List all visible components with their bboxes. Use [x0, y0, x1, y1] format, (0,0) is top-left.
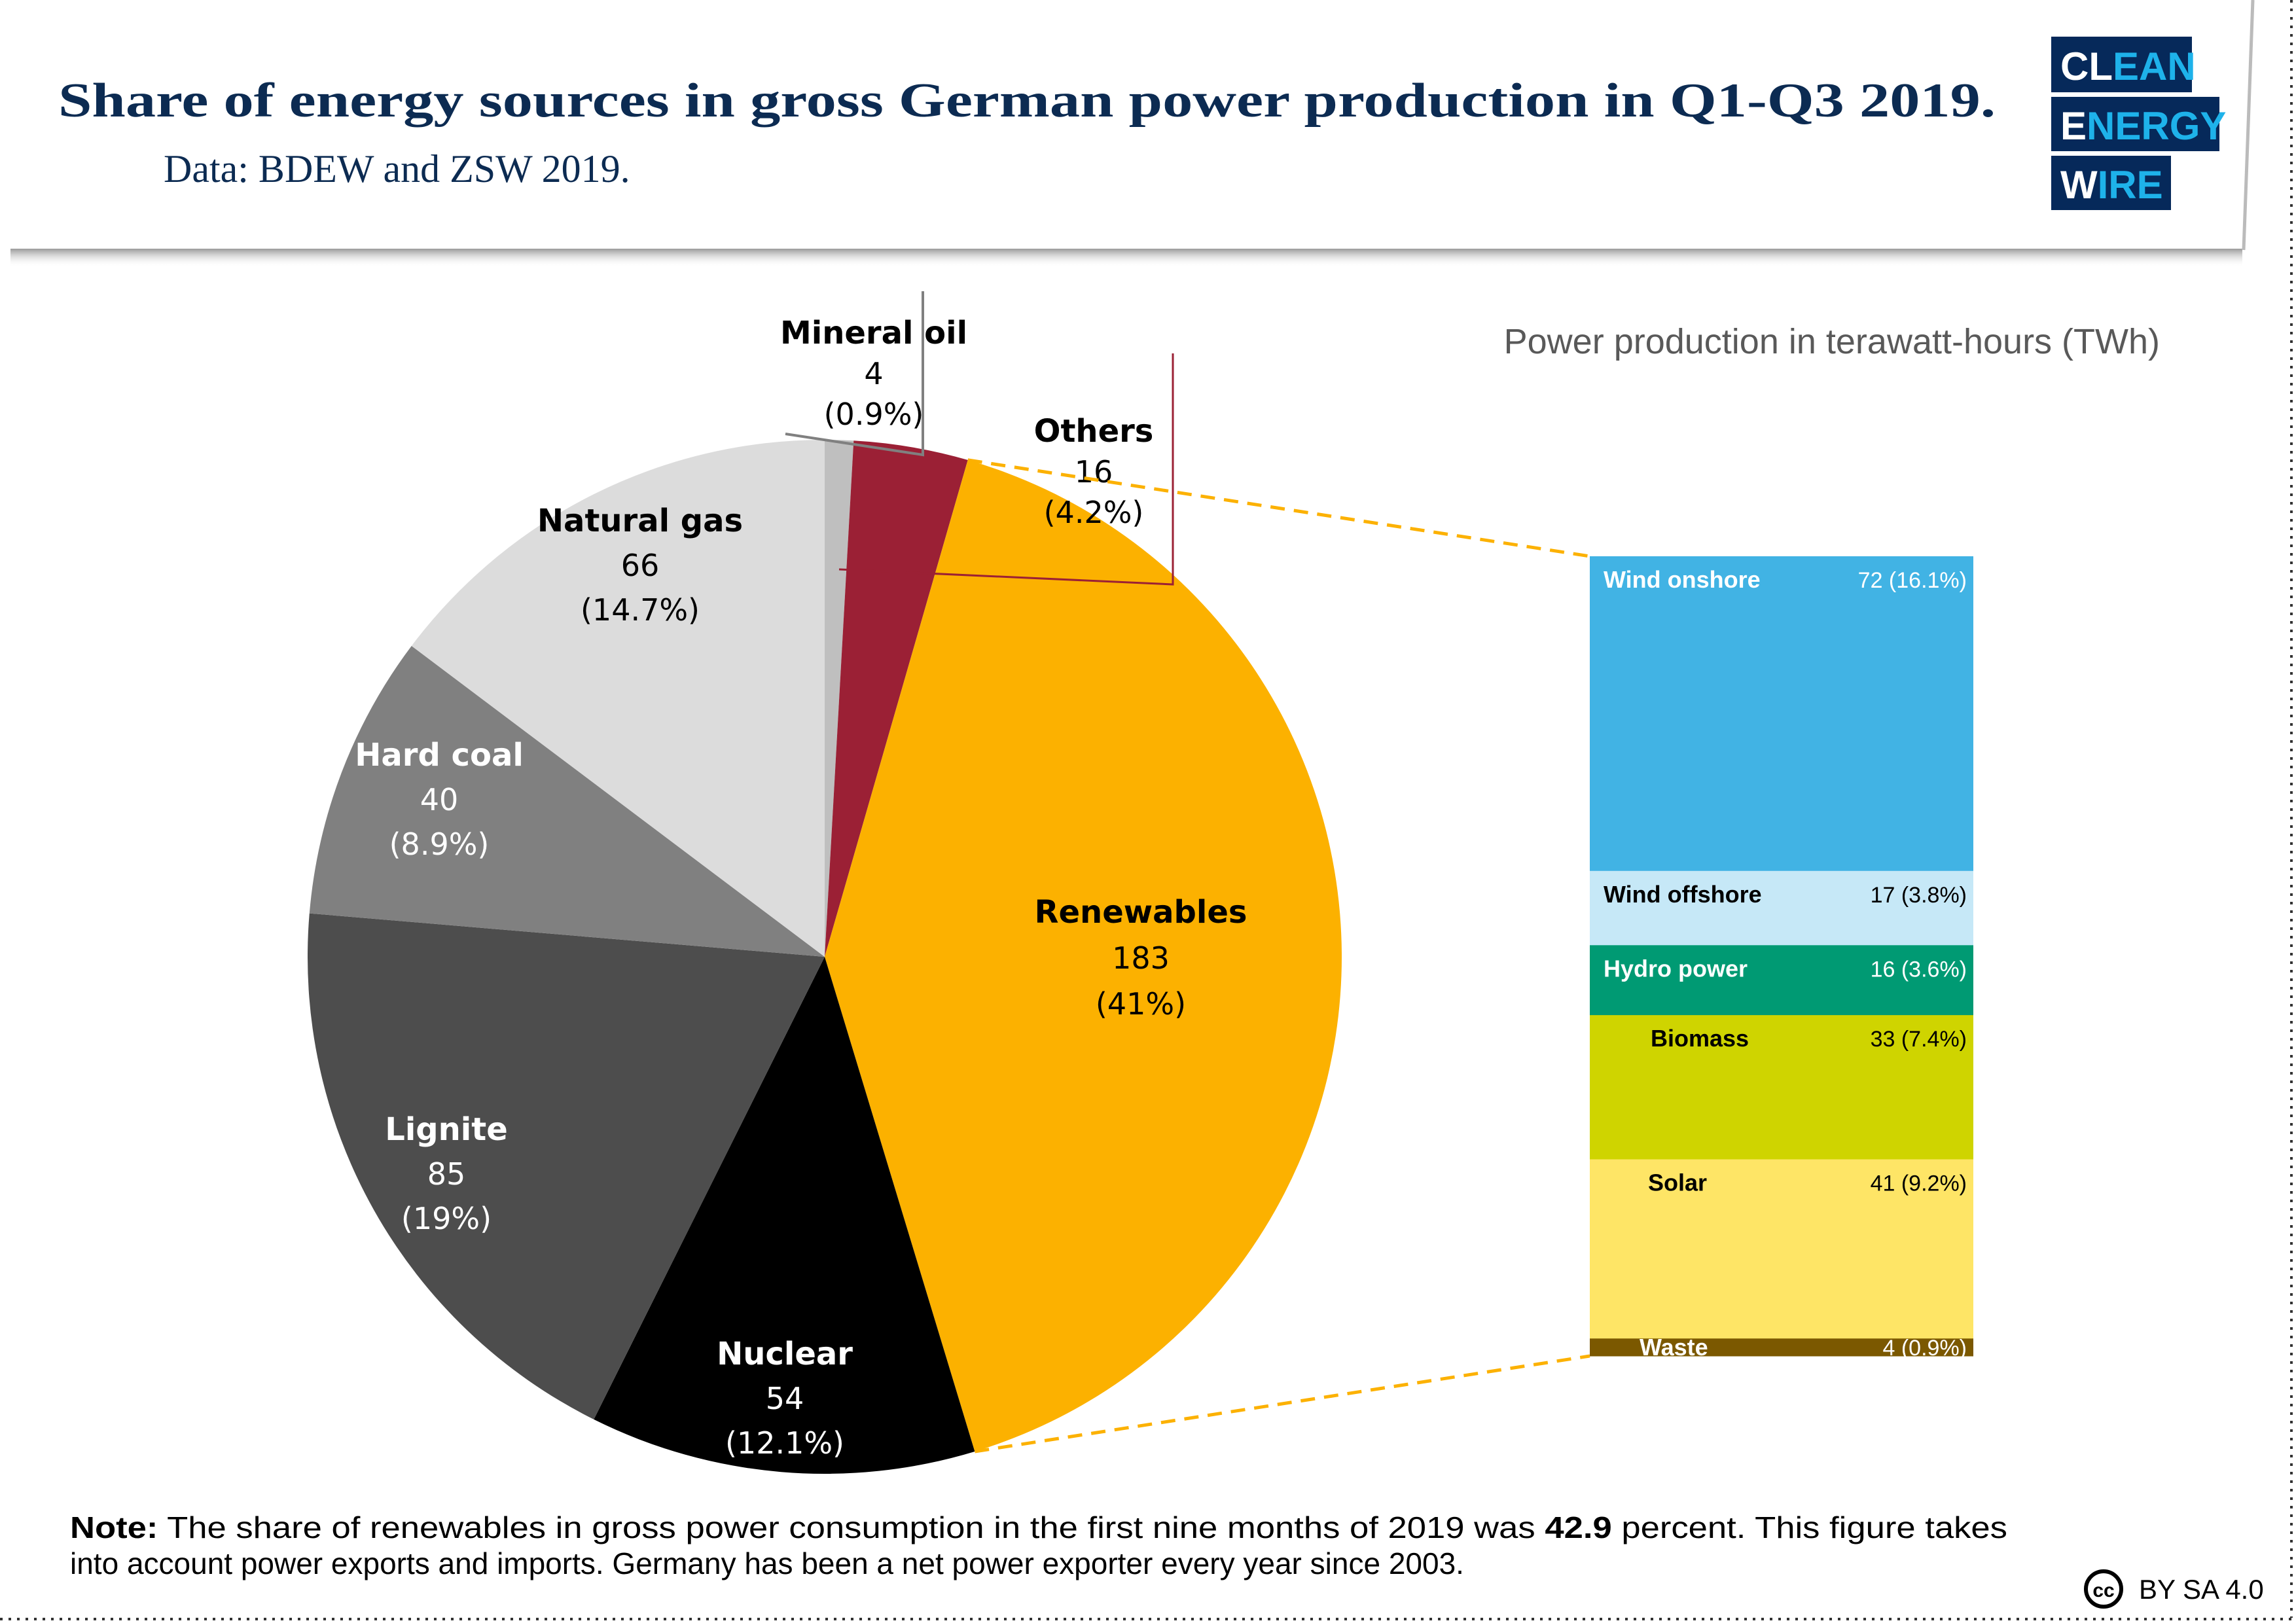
segment-name: Biomass [1651, 1025, 1749, 1052]
bar-segment-rect [1590, 556, 1973, 872]
breakdown-connectors [967, 458, 1590, 1454]
slice-value: 66 [621, 548, 660, 583]
bar-segment-biomass: Biomass 33 (7.4%) [1590, 1015, 1973, 1160]
breakdown-title: Power production in terawatt-hours (TWh) [1504, 322, 2160, 361]
pie-chart [307, 440, 1342, 1474]
mineral-oil-leader-line [785, 291, 924, 457]
pie-slice-renewables [825, 459, 1342, 1452]
note-line-2: into account power exports and imports. … [70, 1546, 1464, 1580]
bar-segment-rect [1590, 1338, 1973, 1357]
pie-label-hard-coal: Hard coal 40 (8.9%) [355, 737, 524, 862]
clean-energy-wire-logo: CLEAN ENERGY WIRE [2051, 37, 2226, 210]
slice-percent: (4.2%) [1044, 495, 1144, 530]
header-shadow [10, 249, 2242, 267]
pie-slice-nuclear [594, 957, 975, 1474]
bar-segment-solar: Solar 41 (9.2%) [1590, 1159, 1973, 1339]
header-card [10, 0, 2251, 249]
license: cc BY SA 4.0 [2084, 1569, 2264, 1609]
pie-label-lignite: Lignite 85 (19%) [385, 1111, 508, 1236]
cc-icon [2084, 1569, 2123, 1609]
pie-label-natural-gas: Natural gas 66 (14.7%) [537, 503, 743, 628]
slice-percent: (14.7%) [581, 592, 700, 628]
svg-text:WIRE: WIRE [2060, 163, 2163, 207]
segment-name: Waste [1640, 1334, 1708, 1361]
slice-percent: (41%) [1096, 986, 1186, 1022]
svg-text:ENERGY: ENERGY [2060, 104, 2226, 148]
pie-label-others: Others 16 (4.2%) [1034, 413, 1154, 530]
pie-label-nuclear: Nuclear 54 (12.1%) [717, 1336, 853, 1461]
slice-name: Mineral oil [780, 315, 967, 351]
segment-value: 17 (3.8%) [1871, 883, 1967, 908]
connector-top [967, 458, 1590, 558]
cc-icon-text: cc [2092, 1580, 2114, 1601]
note: Note: The share of renewables in gross p… [70, 1510, 2007, 1580]
bar-segment-rect [1590, 1015, 1973, 1160]
segment-name: Hydro power [1604, 955, 1748, 982]
segment-value: 16 (3.6%) [1871, 957, 1967, 982]
header: Share of energy sources in gross German … [10, 0, 2255, 267]
slice-value: 183 [1112, 940, 1170, 976]
bar-segment-rect [1590, 870, 1973, 946]
segment-name: Solar [1648, 1169, 1707, 1196]
slice-percent: (12.1%) [725, 1425, 844, 1461]
slice-value: 16 [1075, 454, 1113, 490]
segment-value: 41 (9.2%) [1871, 1171, 1967, 1196]
bar-segment-hydro-power: Hydro power 16 (3.6%) [1590, 945, 1973, 1016]
segment-value: 72 (16.1%) [1858, 568, 1967, 593]
pie-labels: Mineral oil 4 (0.9%) Others 16 (4.2%) Renewabl… [355, 315, 1247, 1461]
slice-name: Lignite [385, 1111, 508, 1148]
bar-segment-rect [1590, 1159, 1973, 1339]
svg-text:CLEAN: CLEAN [2060, 45, 2196, 88]
slice-value: 85 [427, 1156, 466, 1192]
segment-name: Wind onshore [1604, 566, 1761, 593]
segment-name: Wind offshore [1604, 881, 1762, 908]
bar-segment-rect [1590, 945, 1973, 1016]
slice-percent: (0.9%) [824, 397, 924, 432]
slice-name: Others [1034, 413, 1154, 450]
chart-subtitle: Data: BDEW and ZSW 2019. [164, 147, 630, 190]
pie-label-renewables: Renewables 183 (41%) [1035, 894, 1247, 1022]
license-text: BY SA 4.0 [2139, 1574, 2264, 1605]
header-edge [2242, 0, 2255, 251]
others-leader-line [838, 353, 1174, 586]
chart-title: Share of energy sources in gross German … [58, 74, 1996, 128]
slice-value: 40 [420, 782, 459, 817]
pie-label-mineral-oil: Mineral oil 4 (0.9%) [780, 315, 967, 432]
bar-segment-wind-onshore: Wind onshore 72 (16.1%) [1590, 556, 1973, 872]
pie-slice-natural-gas [411, 440, 825, 957]
slice-percent: (8.9%) [389, 827, 490, 862]
slice-name: Renewables [1035, 894, 1247, 931]
slice-value: 4 [864, 356, 883, 391]
pie-slice-hard-coal [309, 645, 825, 957]
pie-slice-lignite [307, 913, 825, 1419]
slice-percent: (19%) [401, 1201, 492, 1236]
slice-name: Nuclear [717, 1336, 853, 1372]
note-line-1: Note: The share of renewables in gross p… [70, 1510, 2007, 1544]
connector-bottom [974, 1354, 1590, 1454]
segment-value: 33 (7.4%) [1871, 1027, 1967, 1052]
renewables-breakdown-bar: Wind onshore 72 (16.1%) Wind offshore 17 (3… [1590, 556, 1973, 1361]
slice-name: Hard coal [355, 737, 524, 774]
bar-segment-waste: Waste 4 (0.9%) [1590, 1334, 1973, 1361]
bar-segment-wind-offshore: Wind offshore 17 (3.8%) [1590, 870, 1973, 946]
slice-name: Natural gas [537, 503, 743, 539]
slice-value: 54 [766, 1381, 804, 1416]
segment-value: 4 (0.9%) [1883, 1336, 1967, 1361]
